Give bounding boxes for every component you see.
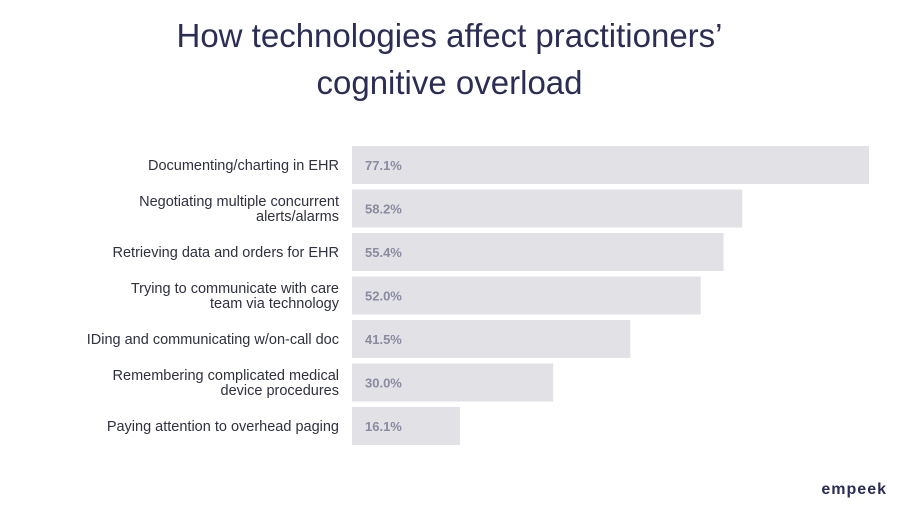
chart-title: How technologies affect practitioners’ c… bbox=[0, 12, 899, 106]
value-label-6: 16.1% bbox=[365, 419, 402, 434]
bar-0 bbox=[352, 146, 869, 184]
category-label-2: Retrieving data and orders for EHR bbox=[113, 245, 339, 261]
value-label-1: 58.2% bbox=[365, 202, 402, 217]
value-label-3: 52.0% bbox=[365, 289, 402, 304]
chart-title-line-1: How technologies affect practitioners’ bbox=[176, 17, 723, 54]
bar-3 bbox=[352, 276, 701, 315]
value-label-2: 55.4% bbox=[365, 245, 402, 260]
category-label-5: Remembering complicated medical device pr… bbox=[113, 368, 339, 399]
bar-4 bbox=[352, 320, 631, 358]
value-label-4: 41.5% bbox=[365, 332, 402, 347]
empeek-logo: empeek bbox=[821, 481, 887, 498]
bar-6 bbox=[352, 407, 460, 445]
category-label-1: Negotiating multiple concurrent alerts/al… bbox=[139, 194, 339, 225]
bar-5 bbox=[352, 363, 554, 402]
value-label-0: 77.1% bbox=[365, 158, 402, 173]
category-label-4: IDing and communicating w/on-call doc bbox=[87, 332, 339, 348]
bar-1 bbox=[352, 189, 743, 228]
category-label-3: Trying to communicate with care team via … bbox=[131, 281, 340, 312]
value-label-5: 30.0% bbox=[365, 376, 402, 391]
category-label-0: Documenting/charting in EHR bbox=[148, 158, 339, 174]
chart-title-line-2: cognitive overload bbox=[316, 64, 583, 101]
bar-2 bbox=[352, 233, 724, 271]
category-label-6: Paying attention to overhead paging bbox=[107, 419, 339, 435]
